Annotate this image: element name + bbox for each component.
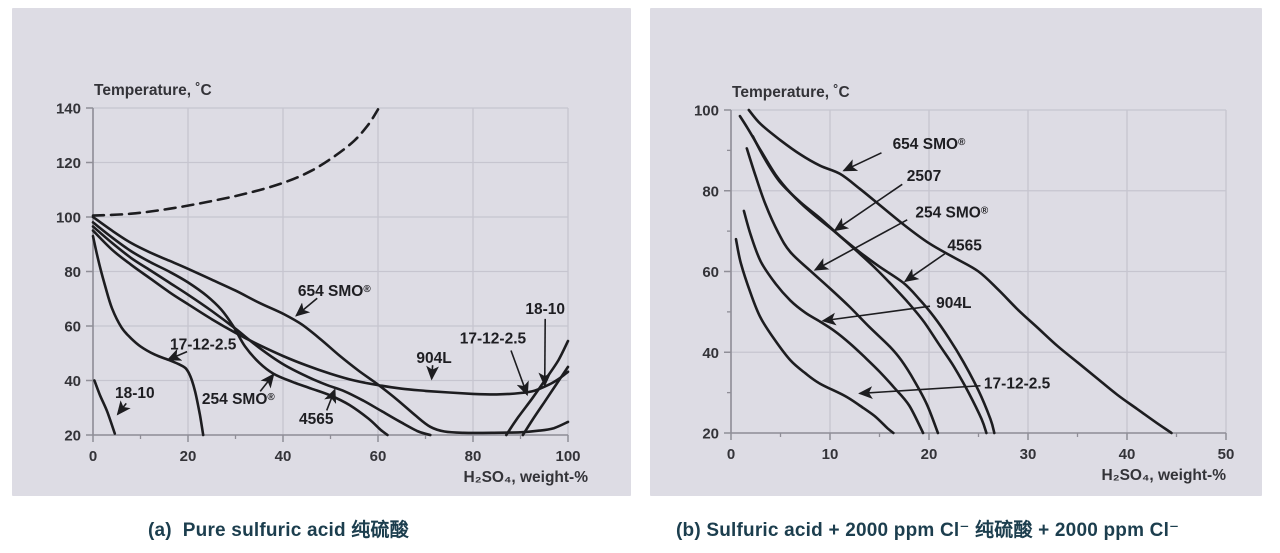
annotation-arrow xyxy=(426,365,439,381)
y-tick-label: 20 xyxy=(702,426,719,443)
x-tick-label: 20 xyxy=(921,446,938,463)
chart-a-svg: 0 20 40 60 80 100 20 40 60 80 100 120 140 Temperature… xyxy=(56,82,589,486)
caption-a: (a) Pure sulfuric acid 纯硫酸 xyxy=(148,520,409,541)
x-tick-label: 60 xyxy=(370,448,387,465)
series-17-12-2.5-right- xyxy=(505,339,570,437)
series-254-SMO- xyxy=(745,147,940,435)
annotation-arrow xyxy=(510,350,529,397)
annotation-arrow xyxy=(166,348,188,361)
series-2507 xyxy=(738,114,988,435)
y-tick-label: 80 xyxy=(702,183,719,200)
annotation-label-904L: 904L xyxy=(416,350,451,367)
annotation-arrow xyxy=(821,305,931,326)
annotation-arrow xyxy=(116,400,131,416)
annotation-label-4565: 4565 xyxy=(299,411,334,428)
y-tick-label: 40 xyxy=(702,345,719,362)
x-tick-label: 100 xyxy=(555,448,580,465)
y-axis-title: Temperature, ˚C xyxy=(732,84,850,101)
annotation-arrow xyxy=(295,297,318,317)
series-18-10 xyxy=(93,379,117,435)
x-tick-label: 40 xyxy=(275,448,292,465)
annotation-arrow xyxy=(903,253,946,283)
y-tick-label: 80 xyxy=(64,264,81,281)
annotation-label-904L: 904L xyxy=(936,295,971,312)
y-tick-label: 140 xyxy=(56,101,81,118)
annotation-arrow xyxy=(813,219,908,271)
chart-a-panel: 0 20 40 60 80 100 20 40 60 80 100 120 140 Temperature… xyxy=(12,8,631,496)
series-4565 xyxy=(751,134,996,435)
y-tick-label: 100 xyxy=(694,103,719,120)
y-tick-label: 100 xyxy=(56,210,81,227)
annotation-label-2507: 2507 xyxy=(907,168,941,185)
series-654-SMO- xyxy=(747,108,1173,435)
x-tick-label: 0 xyxy=(89,448,97,465)
x-tick-label: 30 xyxy=(1020,446,1037,463)
annotation-arrow xyxy=(842,152,882,172)
annotation-label-4565: 4565 xyxy=(947,238,982,255)
series-17-12-2.5 xyxy=(734,237,895,435)
x-tick-label: 20 xyxy=(180,448,197,465)
x-axis-label: H₂SO₄, weight-% xyxy=(464,469,589,486)
series-904L xyxy=(742,209,925,435)
annotation-arrow xyxy=(833,183,903,232)
series-904L xyxy=(91,229,570,396)
annotation-label-18-10: 18-10 xyxy=(525,301,565,318)
y-tick-label: 20 xyxy=(64,428,81,445)
annotation-label-654-SMO-: 654 SMO® xyxy=(298,283,371,300)
y-tick-label: 60 xyxy=(64,319,81,336)
series-654-SMO- xyxy=(91,215,570,435)
series-254-SMO- xyxy=(91,221,389,437)
x-tick-label: 0 xyxy=(727,446,735,463)
annotation-label-18-10: 18-10 xyxy=(115,385,155,402)
annotation-label-254-SMO-: 254 SMO® xyxy=(915,205,988,222)
annotation-label-17-12-2.5: 17-12-2.5 xyxy=(170,337,237,354)
y-tick-label: 120 xyxy=(56,155,81,172)
chart-b-panel: 0 10 20 30 40 50 20 40 60 80 100 Temperature, ˚C H₂S… xyxy=(650,8,1262,496)
series-18-10-right- xyxy=(521,365,570,437)
x-tick-label: 50 xyxy=(1218,446,1235,463)
annotation-label-17-12-2.5: 17-12-2.5 xyxy=(460,331,527,348)
y-tick-label: 60 xyxy=(702,264,719,281)
annotation-label-17-12-2.5: 17-12-2.5 xyxy=(984,375,1051,392)
x-axis-label: H₂SO₄, weight-% xyxy=(1102,467,1227,484)
y-axis-title: Temperature, ˚C xyxy=(94,82,212,99)
annotation-arrow xyxy=(858,384,981,400)
series-4565 xyxy=(91,225,432,437)
annotation-label-254-SMO-: 254 SMO® xyxy=(202,391,275,408)
annotation-arrow xyxy=(259,373,275,392)
series-17-12-2.5 xyxy=(91,234,205,437)
x-tick-label: 40 xyxy=(1119,446,1136,463)
chart-b-svg: 0 10 20 30 40 50 20 40 60 80 100 Temperature, ˚C H₂S… xyxy=(694,84,1235,484)
caption-b: (b) Sulfuric acid + 2000 ppm Cl⁻ 纯硫酸 + 2… xyxy=(676,520,1180,541)
x-tick-label: 80 xyxy=(465,448,482,465)
annotation-label-654-SMO-: 654 SMO® xyxy=(893,136,966,153)
series-boiling-point-curve xyxy=(91,108,380,217)
y-tick-label: 40 xyxy=(64,373,81,390)
annotation-arrow xyxy=(324,388,337,411)
x-tick-label: 10 xyxy=(822,446,839,463)
